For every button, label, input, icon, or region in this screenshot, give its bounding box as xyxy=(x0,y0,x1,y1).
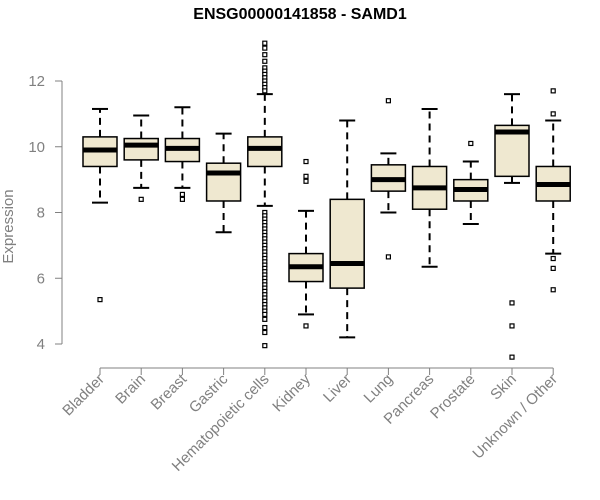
outlier-point xyxy=(262,311,268,318)
y-tick-label: 10 xyxy=(28,139,45,156)
outlier-point xyxy=(385,98,391,104)
box-kidney xyxy=(288,158,324,329)
outlier-point xyxy=(262,343,268,349)
x-category-label: Bladder xyxy=(59,371,108,420)
y-axis-title: Expression xyxy=(0,189,17,263)
outlier-point xyxy=(468,140,474,147)
box-lung xyxy=(370,98,407,260)
outlier-point xyxy=(550,265,556,271)
outlier-point xyxy=(509,323,515,329)
box-bladder xyxy=(82,107,118,303)
outlier-point xyxy=(262,329,268,336)
iqr-box xyxy=(247,136,283,168)
box-skin xyxy=(494,93,530,360)
x-category-label: Liver xyxy=(320,371,355,406)
chart-title: ENSG00000141858 - SAMD1 xyxy=(193,6,407,23)
outlier-point xyxy=(262,88,268,94)
outlier-point xyxy=(262,324,268,331)
x-category-label: Breast xyxy=(148,370,191,413)
y-tick-label: 4 xyxy=(37,336,45,353)
outlier-point xyxy=(262,52,268,58)
box-prostate xyxy=(453,140,489,226)
outlier-point xyxy=(303,323,309,329)
y-tick-label: 6 xyxy=(37,270,45,287)
box-pancreas xyxy=(411,107,448,268)
x-category-label: Skin xyxy=(487,371,520,404)
box-liver xyxy=(329,119,365,339)
box-unknown-other xyxy=(535,88,571,293)
outlier-point xyxy=(138,196,144,202)
outlier-point xyxy=(179,191,185,198)
box-hematopoietic-cells xyxy=(247,40,283,349)
outlier-point xyxy=(262,316,268,322)
box-gastric xyxy=(205,132,242,234)
y-tick-label: 8 xyxy=(37,205,45,222)
outlier-point xyxy=(303,173,309,179)
outlier-point xyxy=(509,354,515,360)
outlier-point xyxy=(550,255,556,262)
outlier-point xyxy=(303,158,309,165)
x-category-label: Kidney xyxy=(269,370,314,415)
outlier-point xyxy=(509,300,515,306)
iqr-box xyxy=(205,162,242,202)
box-breast xyxy=(164,106,201,202)
y-tick-label: 12 xyxy=(28,73,45,90)
outlier-point xyxy=(179,196,185,202)
box-brain xyxy=(123,114,159,202)
outlier-point xyxy=(262,58,268,64)
x-category-label: Lung xyxy=(361,371,397,407)
x-category-label: Brain xyxy=(112,371,149,408)
outlier-point xyxy=(262,45,268,51)
outlier-point xyxy=(303,178,309,184)
outlier-point xyxy=(385,254,391,260)
outlier-point xyxy=(550,111,556,117)
x-category-label: Prostate xyxy=(427,371,479,423)
outlier-point xyxy=(550,88,556,94)
outlier-point xyxy=(262,40,268,46)
iqr-box xyxy=(123,137,159,161)
outlier-point xyxy=(550,287,556,293)
iqr-box xyxy=(329,198,365,289)
outlier-point xyxy=(97,297,103,303)
